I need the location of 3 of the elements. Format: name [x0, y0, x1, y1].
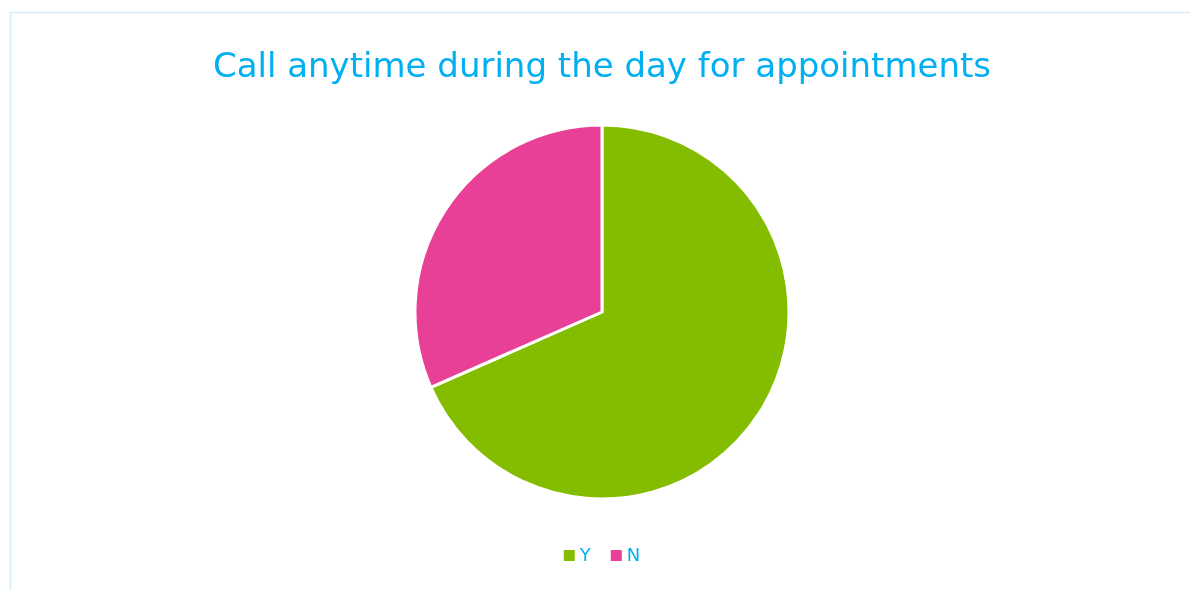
chart-title: Call anytime during the day for appointments [212, 45, 992, 85]
legend-label: Y [578, 544, 592, 565]
legend-label: N [626, 544, 641, 565]
